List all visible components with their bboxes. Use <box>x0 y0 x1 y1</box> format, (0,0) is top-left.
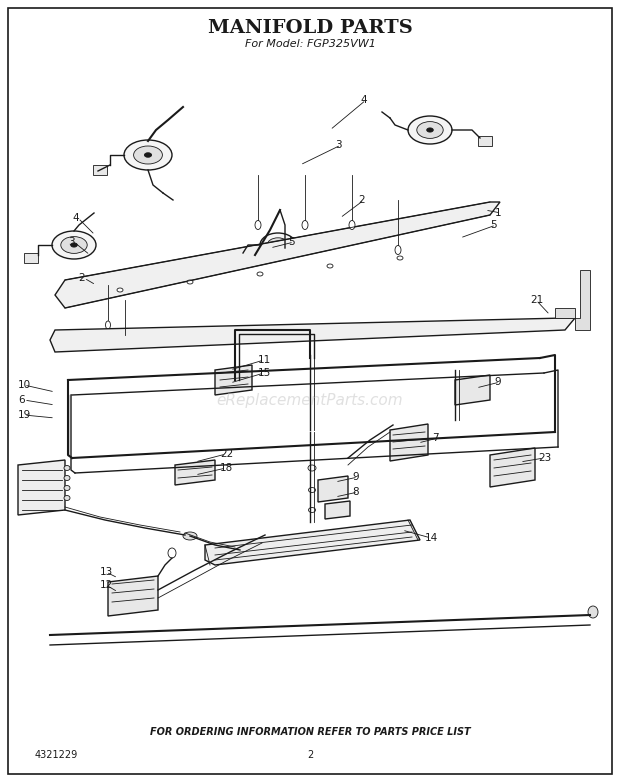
Text: 10: 10 <box>18 380 31 390</box>
Text: 12: 12 <box>100 580 113 590</box>
Ellipse shape <box>187 280 193 284</box>
Text: 8: 8 <box>352 487 358 497</box>
Text: 2: 2 <box>358 195 365 205</box>
Text: 9: 9 <box>352 472 358 482</box>
Text: 4: 4 <box>360 95 366 105</box>
Ellipse shape <box>64 465 70 471</box>
Ellipse shape <box>257 272 263 276</box>
Ellipse shape <box>417 121 443 138</box>
Text: 13: 13 <box>100 567 113 577</box>
Polygon shape <box>390 424 428 461</box>
Text: 3: 3 <box>335 140 342 150</box>
Text: 9: 9 <box>494 377 500 387</box>
Bar <box>236 253 248 261</box>
Text: 5: 5 <box>490 220 497 230</box>
Ellipse shape <box>183 532 197 540</box>
Text: 18: 18 <box>220 463 233 473</box>
Ellipse shape <box>64 475 70 480</box>
Text: 4321229: 4321229 <box>35 750 78 760</box>
Text: 1: 1 <box>495 208 502 218</box>
Ellipse shape <box>309 487 316 493</box>
Text: MANIFOLD PARTS: MANIFOLD PARTS <box>208 19 412 37</box>
Text: 3: 3 <box>68 237 74 247</box>
Ellipse shape <box>395 246 401 254</box>
Text: For Model: FGP325VW1: For Model: FGP325VW1 <box>244 39 376 49</box>
Text: 6: 6 <box>18 395 25 405</box>
Ellipse shape <box>408 116 452 144</box>
Text: 11: 11 <box>258 355 272 365</box>
Polygon shape <box>175 460 215 485</box>
Text: 14: 14 <box>425 533 438 543</box>
Ellipse shape <box>52 231 96 259</box>
Bar <box>24 253 38 263</box>
Ellipse shape <box>308 465 316 471</box>
Ellipse shape <box>71 243 78 247</box>
Ellipse shape <box>349 221 355 229</box>
Text: 2: 2 <box>307 750 313 760</box>
Bar <box>93 165 107 175</box>
Bar <box>478 136 492 146</box>
Text: 5: 5 <box>288 237 294 247</box>
Text: 2: 2 <box>78 273 84 283</box>
Ellipse shape <box>275 243 281 247</box>
Ellipse shape <box>397 256 403 260</box>
Ellipse shape <box>267 238 289 253</box>
Ellipse shape <box>302 221 308 229</box>
Text: 19: 19 <box>18 410 31 420</box>
Polygon shape <box>108 576 158 616</box>
Polygon shape <box>215 365 252 395</box>
Polygon shape <box>18 460 65 515</box>
Polygon shape <box>555 270 590 330</box>
Text: 22: 22 <box>220 449 233 459</box>
Ellipse shape <box>61 237 87 253</box>
Ellipse shape <box>168 548 176 558</box>
Ellipse shape <box>327 264 333 268</box>
Polygon shape <box>55 202 500 308</box>
Text: 7: 7 <box>432 433 438 443</box>
Polygon shape <box>205 520 420 565</box>
Ellipse shape <box>124 140 172 170</box>
Ellipse shape <box>123 336 128 344</box>
Text: 15: 15 <box>258 368 272 378</box>
Polygon shape <box>325 501 350 519</box>
Text: 21: 21 <box>530 295 543 305</box>
Ellipse shape <box>133 146 162 164</box>
Ellipse shape <box>105 321 110 329</box>
Ellipse shape <box>427 128 433 132</box>
Polygon shape <box>50 318 575 352</box>
Ellipse shape <box>255 221 261 229</box>
Ellipse shape <box>144 152 152 157</box>
Text: 23: 23 <box>538 453 551 463</box>
Text: 4: 4 <box>72 213 79 223</box>
Polygon shape <box>490 448 535 487</box>
Ellipse shape <box>117 288 123 292</box>
Ellipse shape <box>64 496 70 500</box>
Ellipse shape <box>64 486 70 490</box>
Ellipse shape <box>260 233 296 257</box>
Ellipse shape <box>309 508 316 512</box>
Polygon shape <box>455 375 490 405</box>
Text: FOR ORDERING INFORMATION REFER TO PARTS PRICE LIST: FOR ORDERING INFORMATION REFER TO PARTS … <box>149 727 471 737</box>
Ellipse shape <box>588 606 598 618</box>
Polygon shape <box>318 476 348 502</box>
Text: eReplacementParts.com: eReplacementParts.com <box>216 393 404 407</box>
